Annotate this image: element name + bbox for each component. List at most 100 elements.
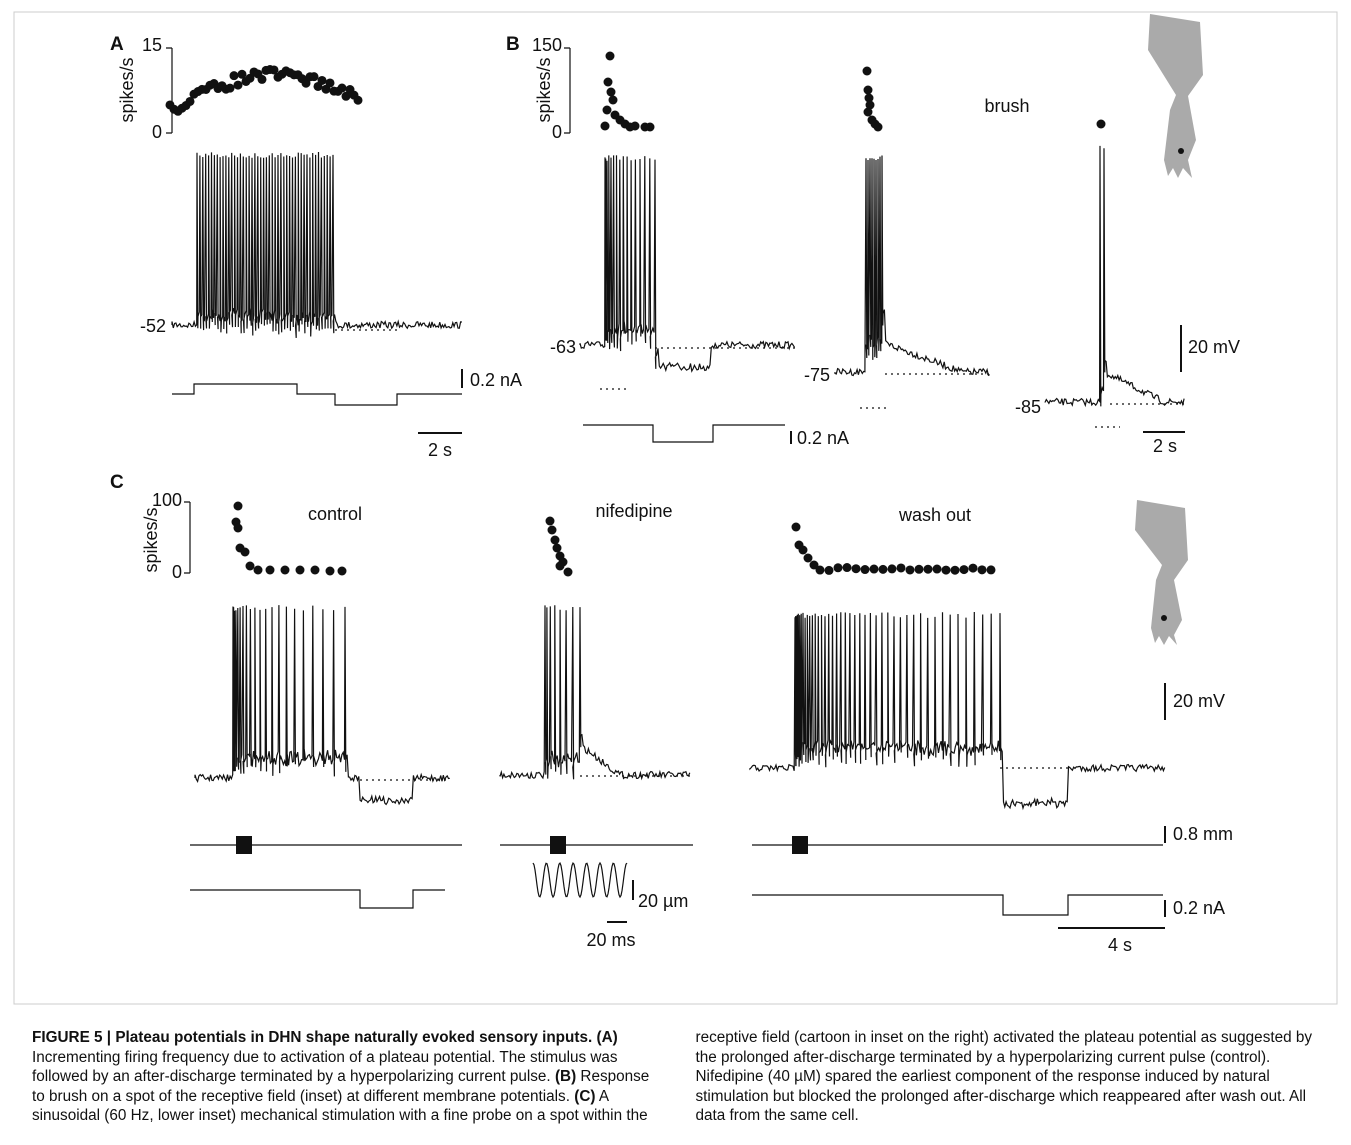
- rate-dot: [225, 83, 235, 93]
- rate-dot: [824, 565, 834, 575]
- baseline: [360, 767, 1070, 781]
- rate-dot: [185, 96, 195, 106]
- potential-label: -75: [804, 365, 830, 385]
- panel-label: B: [506, 34, 520, 55]
- receptive-field-cartoon: [1135, 500, 1188, 645]
- rate-dot: [547, 525, 557, 535]
- rate-dot: [842, 563, 852, 573]
- rate-dot: [932, 564, 942, 574]
- caption-label: (A): [596, 1029, 618, 1046]
- rate-dot: [253, 565, 263, 575]
- receptive-field-cartoon: [1148, 14, 1203, 178]
- tick-label: 150: [532, 35, 562, 55]
- axis: [184, 501, 191, 574]
- rate-dot: [233, 523, 243, 533]
- rate-dot: [863, 107, 873, 117]
- rate-dot: [280, 565, 290, 575]
- stimulus-block: [550, 836, 566, 854]
- rate-dot: [341, 91, 351, 101]
- scale-label: 0.8 mm: [1173, 824, 1233, 844]
- stimulus-spot: [1161, 615, 1167, 621]
- rate-dot: [605, 51, 615, 61]
- rate-dot: [233, 80, 243, 90]
- rate-dot: [860, 565, 870, 575]
- rate-dot: [977, 565, 987, 575]
- scale-label: 20 mV: [1188, 337, 1240, 357]
- rate-dot: [309, 72, 319, 82]
- panel-label: C: [110, 472, 124, 493]
- rate-dot: [603, 77, 613, 87]
- rate-dot: [887, 564, 897, 574]
- rate-dot: [914, 564, 924, 574]
- rate-dot: [815, 565, 825, 575]
- tick-label: 15: [142, 35, 162, 55]
- rate-dot: [878, 564, 888, 574]
- axis-label: spikes/s: [117, 57, 137, 122]
- caption: FIGURE 5 | Plateau potentials in DHN sha…: [32, 1028, 1317, 1126]
- current-step: [583, 424, 785, 443]
- tick-label: 0: [552, 122, 562, 142]
- rate-dot: [950, 565, 960, 575]
- rate-dot: [959, 565, 969, 575]
- scale-label: 2 s: [1153, 436, 1177, 456]
- rate-dot: [791, 522, 801, 532]
- rate-dot: [968, 563, 978, 573]
- rate-dot: [851, 564, 861, 574]
- caption-text: Response to brush on a spot of the recep…: [32, 1068, 650, 1105]
- rate-dot: [237, 69, 247, 79]
- rate-dot: [325, 78, 335, 88]
- scale-label: 0.2 nA: [470, 370, 522, 390]
- membrane-trace: [194, 605, 450, 806]
- membrane-trace: [171, 152, 462, 338]
- condition-label: wash out: [898, 505, 971, 525]
- rate-dot: [873, 122, 883, 132]
- membrane-trace: [1044, 145, 1185, 408]
- axis: [564, 47, 571, 134]
- condition-label: nifedipine: [595, 501, 672, 521]
- potential-label: -63: [550, 337, 576, 357]
- generated-traces: [165, 51, 1185, 811]
- rate-dot: [295, 565, 305, 575]
- rate-dot: [233, 501, 243, 511]
- rate-dot: [923, 564, 933, 574]
- rate-dot: [337, 566, 347, 576]
- rate-dot: [545, 516, 555, 526]
- caption-label: (B): [554, 1068, 577, 1086]
- tick-label: 0: [172, 562, 182, 582]
- rate-dot: [941, 565, 951, 575]
- current-step: [190, 889, 445, 909]
- axis-label: spikes/s: [141, 507, 161, 572]
- rate-dot: [240, 547, 250, 557]
- rate-dot: [864, 93, 874, 103]
- membrane-trace: [499, 605, 691, 781]
- tick-label: 100: [152, 490, 182, 510]
- axis: [166, 47, 173, 134]
- rate-dot: [257, 74, 267, 84]
- rate-dot: [600, 121, 610, 131]
- rate-dot: [896, 563, 906, 573]
- rate-dot: [353, 95, 363, 105]
- rate-dot: [325, 566, 335, 576]
- scale-label: 2 s: [428, 440, 452, 460]
- current-step: [752, 894, 1163, 916]
- caption-title: FIGURE 5 | Plateau potentials in DHN sha…: [32, 1029, 593, 1046]
- rate-dot: [865, 100, 875, 110]
- scale-label: 20 µm: [638, 891, 688, 911]
- membrane-trace: [579, 155, 796, 373]
- rate-dot: [986, 565, 996, 575]
- rate-dot: [608, 95, 618, 105]
- rate-dot: [863, 85, 873, 95]
- sinusoid-inset: [532, 861, 628, 899]
- potential-label: -85: [1015, 397, 1041, 417]
- rate-dot: [301, 78, 311, 88]
- rate-dot: [869, 564, 879, 574]
- stimulus-label: brush: [984, 96, 1029, 116]
- rate-dot: [798, 545, 808, 555]
- rate-dot: [809, 560, 819, 570]
- stimulus-block: [236, 836, 252, 854]
- rate-dot: [1096, 119, 1106, 129]
- rate-dot: [803, 553, 813, 563]
- scale-label: 0.2 nA: [1173, 898, 1225, 918]
- rate-dot: [245, 561, 255, 571]
